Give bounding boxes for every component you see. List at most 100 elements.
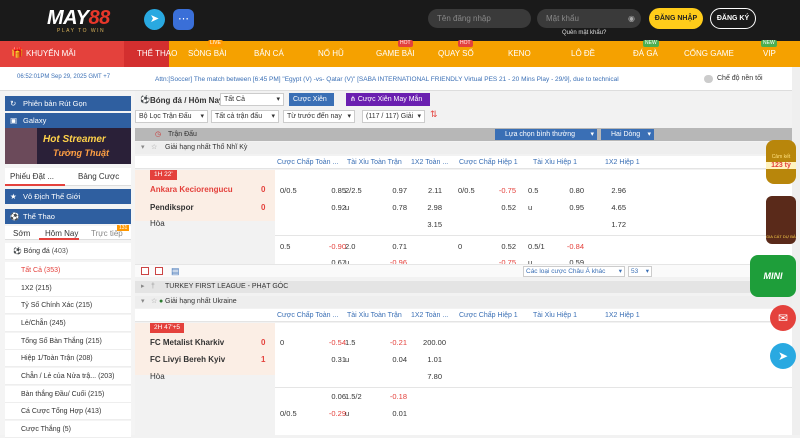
announcement-text[interactable]: Attn:[Soccer] The match between [6:45 PM… xyxy=(155,76,619,83)
streamer-banner[interactable]: Hot Streamer Tường Thuật xyxy=(5,128,131,164)
odds-cell[interactable]: 4.65 xyxy=(611,203,626,212)
tab-bet-table[interactable]: Bảng Cược xyxy=(78,172,120,181)
sport-football[interactable]: ⚽ Bóng đá (403) xyxy=(5,243,131,260)
vip-widget[interactable]: GIA CÁT DỰ BẢO xyxy=(766,196,796,244)
odds-cell[interactable]: -0.96 xyxy=(389,258,407,267)
nav-item-lottery[interactable]: QUAY SỐ HOT xyxy=(438,40,474,58)
league-header[interactable]: ▾ ☆ Giải hạng nhất Thổ Nhĩ Kỳ xyxy=(135,142,800,154)
nav-item-slots[interactable]: NỔ HŨ xyxy=(318,49,344,58)
tab-live[interactable]: Trực tiếp xyxy=(91,229,123,238)
odds-cell[interactable]: 0.06 xyxy=(331,392,346,401)
collapse-icon[interactable]: ▸ xyxy=(141,283,145,290)
odds-cell[interactable]: 0.78 xyxy=(392,203,407,212)
odds-cell[interactable]: -0.75 xyxy=(498,186,516,195)
odds-cell[interactable]: -0.18 xyxy=(389,392,407,401)
page-scrollbar[interactable] xyxy=(792,67,800,435)
galaxy-link[interactable]: ▣ Galaxy xyxy=(5,113,131,128)
odds-cell[interactable]: 0.01 xyxy=(392,409,407,418)
market-item[interactable]: Tỷ Số Chính Xác (215) xyxy=(5,297,131,314)
more-markets-select[interactable]: Các loại cược Châu Á khác ▾ xyxy=(523,266,625,277)
odds-cell[interactable]: 2.98 xyxy=(427,203,442,212)
market-item[interactable]: Tổng Số Bàn Thắng (215) xyxy=(5,333,131,350)
brand-logo[interactable]: MAY88 PLAY TO WIN xyxy=(47,7,127,35)
odds-cell[interactable]: 2.96 xyxy=(611,186,626,195)
odds-cell[interactable]: 0.95 xyxy=(569,203,584,212)
nav-item-fishing[interactable]: BẮN CÁ xyxy=(254,49,284,58)
tab-bet-slip[interactable]: Phiếu Đặt ... xyxy=(10,172,55,181)
nav-item-game-portal[interactable]: CỔNG GAME xyxy=(684,49,734,58)
odds-cell[interactable]: 0.52 xyxy=(501,203,516,212)
nav-item-vip[interactable]: VIP NEW xyxy=(761,40,777,58)
league-count[interactable]: (117 / 117) Giải ▾ xyxy=(362,110,425,123)
jackpot-widget[interactable]: Cảm kết 123 tỷ xyxy=(766,140,796,184)
stats-icon[interactable] xyxy=(141,267,149,275)
star-icon[interactable]: ☆ xyxy=(151,298,158,305)
league-category-header[interactable]: ▸ † TURKEY FIRST LEAGUE - PHẠT GÓC xyxy=(135,281,800,293)
star-icon[interactable]: ☆ xyxy=(151,144,158,151)
home-team[interactable]: FC Metalist Kharkiv xyxy=(150,338,225,347)
compact-version-link[interactable]: ↻ Phiên bản Rút Gọn xyxy=(5,96,131,111)
view-select[interactable]: Hai Dòng ▾ xyxy=(601,129,654,140)
lucky-parlay-button[interactable]: ⋔ Cược Xiên May Mắn xyxy=(346,93,430,106)
market-item[interactable]: Bàn thắng Đầu/ Cuối (215) xyxy=(5,386,131,403)
league-filter[interactable]: Bộ Lọc Trận Đấu ▾ xyxy=(135,110,208,123)
odds-cell[interactable]: -0.84 xyxy=(566,242,584,251)
telegram-icon[interactable]: ➤ xyxy=(770,343,796,369)
match-filter[interactable]: Tất cả trận đấu ▾ xyxy=(211,110,279,123)
nav-item-lode[interactable]: LÔ ĐỀ xyxy=(571,49,596,58)
odds-cell[interactable]: -0.75 xyxy=(498,258,516,267)
password-input[interactable]: Mật khẩu ◉ xyxy=(537,9,641,28)
odds-cell[interactable]: 0.97 xyxy=(392,186,407,195)
odds-cell[interactable]: 0.85 xyxy=(331,186,346,195)
sports-header[interactable]: ⚽ Thể Thao xyxy=(5,209,131,224)
odds-cell[interactable]: 0.92 xyxy=(331,203,346,212)
odds-cell[interactable]: -0.29 xyxy=(328,409,346,418)
forgot-password-link[interactable]: Quên mật khẩu? xyxy=(562,30,607,36)
market-count-select[interactable]: 53 ▾ xyxy=(628,266,652,277)
odds-cell[interactable]: 7.80 xyxy=(427,372,442,381)
league-header[interactable]: ▾ ☆ ● Giải hạng nhất Ukraine xyxy=(135,296,800,308)
odds-cell[interactable]: 0.04 xyxy=(392,355,407,364)
odds-cell[interactable]: 0.52 xyxy=(501,242,516,251)
nav-item-card-games[interactable]: GAME BÀI HOT xyxy=(376,40,415,58)
odds-cell[interactable]: -0.90 xyxy=(328,242,346,251)
collapse-icon[interactable]: ▾ xyxy=(141,144,145,151)
market-item[interactable]: Hiệp 1/Toàn Trận (208) xyxy=(5,350,131,367)
eye-icon[interactable]: ◉ xyxy=(628,14,635,23)
nav-item-keno[interactable]: KENO xyxy=(508,49,531,58)
away-team[interactable]: FC Livyi Bereh Kyiv xyxy=(150,355,226,364)
nav-item-casino[interactable]: SÒNG BÀI LIVE xyxy=(188,40,227,58)
market-item[interactable]: Lẻ/Chẵn (245) xyxy=(5,315,131,332)
market-item[interactable]: Tất Cả (353) xyxy=(5,262,131,279)
away-team[interactable]: Pendikspor xyxy=(150,203,194,212)
odds-cell[interactable]: 0.80 xyxy=(569,186,584,195)
world-cup-link[interactable]: ★ Vô Địch Thế Giới xyxy=(5,189,131,204)
odds-cell[interactable]: 1.72 xyxy=(611,220,626,229)
tab-today[interactable]: Hôm Nay xyxy=(45,229,79,238)
odds-cell[interactable]: 0.31 xyxy=(331,355,346,364)
market-item[interactable]: Cá Cược Tổng Hợp (413) xyxy=(5,403,131,420)
home-team[interactable]: Ankara Keciorengucu xyxy=(150,185,233,194)
nav-promo[interactable]: 🎁 KHUYẾN MÃI xyxy=(0,41,124,67)
sort-select[interactable]: Lựa chọn bình thường ▾ xyxy=(495,129,597,140)
odds-cell[interactable]: -0.54 xyxy=(328,338,346,347)
chat-icon[interactable]: ⋯ xyxy=(173,9,194,30)
odds-cell[interactable]: 0.67 xyxy=(331,258,346,267)
mini-game-widget[interactable]: MINI GAME xyxy=(750,255,796,323)
register-button[interactable]: ĐĂNG KÝ xyxy=(710,8,756,29)
market-item[interactable]: Chẵn / Lẻ của Nửa trậ... (203) xyxy=(5,368,131,385)
category-select[interactable]: Tất Cả ▾ xyxy=(220,93,284,106)
collapse-icon[interactable]: ▾ xyxy=(141,298,145,305)
telegram-icon[interactable]: ➤ xyxy=(144,9,165,30)
login-button[interactable]: ĐĂNG NHẬP xyxy=(649,8,703,29)
time-filter[interactable]: Từ trước đến nay ▾ xyxy=(283,110,355,123)
odds-cell[interactable]: 2.11 xyxy=(427,186,442,195)
nav-item-sports[interactable]: THỂ THAO xyxy=(137,49,178,58)
market-item[interactable]: 1X2 (215) xyxy=(5,280,131,297)
sort-icon[interactable]: ⇅ xyxy=(430,109,438,119)
odds-cell[interactable]: 3.15 xyxy=(427,220,442,229)
market-item[interactable]: Cược Thắng (5) xyxy=(5,421,131,438)
chart-icon[interactable]: ▤ xyxy=(171,266,180,276)
odds-cell[interactable]: 200.00 xyxy=(423,338,446,347)
odds-cell[interactable]: 0.59 xyxy=(569,258,584,267)
